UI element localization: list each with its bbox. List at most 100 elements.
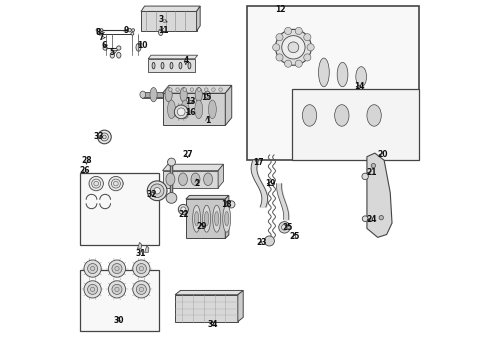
Polygon shape [145, 246, 149, 252]
Ellipse shape [195, 212, 199, 226]
Bar [292, 89, 419, 160]
Ellipse shape [154, 188, 160, 194]
Polygon shape [186, 199, 225, 238]
Ellipse shape [188, 62, 191, 69]
Text: 12: 12 [275, 5, 286, 14]
Ellipse shape [131, 32, 134, 35]
Ellipse shape [337, 62, 348, 87]
Ellipse shape [335, 105, 349, 126]
Ellipse shape [219, 88, 222, 91]
Ellipse shape [166, 193, 177, 203]
Text: 1: 1 [205, 116, 210, 125]
Ellipse shape [307, 44, 314, 51]
Ellipse shape [84, 281, 101, 298]
Ellipse shape [168, 100, 175, 119]
Polygon shape [225, 195, 229, 238]
Ellipse shape [159, 29, 163, 36]
Ellipse shape [276, 33, 283, 41]
Polygon shape [367, 153, 392, 237]
Ellipse shape [204, 91, 210, 98]
Polygon shape [163, 93, 225, 126]
Text: 27: 27 [182, 150, 193, 159]
Text: 30: 30 [114, 316, 124, 325]
Text: 25: 25 [283, 223, 293, 232]
Ellipse shape [204, 212, 209, 226]
Polygon shape [238, 291, 243, 321]
Ellipse shape [100, 29, 103, 32]
Ellipse shape [228, 201, 235, 208]
Polygon shape [196, 6, 200, 31]
Ellipse shape [133, 281, 150, 298]
Ellipse shape [190, 88, 194, 91]
Ellipse shape [302, 105, 317, 126]
Ellipse shape [362, 216, 368, 222]
Ellipse shape [282, 225, 287, 230]
Polygon shape [163, 85, 232, 93]
Ellipse shape [208, 100, 216, 119]
Polygon shape [141, 6, 200, 12]
Polygon shape [148, 59, 195, 72]
Text: 19: 19 [266, 179, 276, 188]
Ellipse shape [136, 284, 147, 294]
Ellipse shape [133, 260, 150, 277]
Ellipse shape [275, 30, 311, 65]
Ellipse shape [174, 105, 188, 119]
Text: 14: 14 [354, 82, 365, 91]
Ellipse shape [197, 88, 201, 91]
Text: 10: 10 [137, 41, 147, 50]
Ellipse shape [179, 62, 182, 69]
Ellipse shape [114, 181, 118, 186]
Polygon shape [163, 171, 218, 188]
Polygon shape [186, 195, 229, 199]
Ellipse shape [304, 33, 311, 41]
Ellipse shape [191, 173, 200, 185]
Ellipse shape [285, 60, 292, 67]
Polygon shape [137, 242, 142, 249]
Text: 7: 7 [99, 33, 105, 42]
Ellipse shape [139, 266, 144, 271]
Ellipse shape [88, 284, 98, 294]
Text: 21: 21 [366, 168, 376, 177]
Ellipse shape [181, 207, 186, 212]
Ellipse shape [279, 222, 290, 233]
Ellipse shape [176, 88, 179, 91]
Text: 18: 18 [221, 200, 232, 209]
Polygon shape [148, 55, 197, 59]
Ellipse shape [276, 54, 283, 61]
Text: 26: 26 [79, 166, 90, 175]
Text: 28: 28 [81, 156, 92, 165]
Ellipse shape [98, 32, 101, 35]
Text: 29: 29 [196, 222, 206, 231]
Text: 25: 25 [289, 232, 300, 241]
Ellipse shape [108, 281, 125, 298]
Text: 24: 24 [366, 215, 376, 224]
Text: 5: 5 [110, 48, 118, 57]
Ellipse shape [203, 205, 211, 232]
Text: 31: 31 [136, 249, 146, 258]
Ellipse shape [128, 28, 131, 32]
Text: 4: 4 [183, 57, 189, 66]
Ellipse shape [362, 173, 368, 180]
Ellipse shape [91, 287, 95, 292]
Text: 20: 20 [378, 150, 388, 159]
Ellipse shape [195, 100, 203, 119]
Ellipse shape [183, 88, 187, 91]
Ellipse shape [132, 29, 135, 32]
Text: 13: 13 [185, 97, 196, 106]
Ellipse shape [367, 105, 381, 126]
Text: 15: 15 [201, 93, 212, 102]
Ellipse shape [282, 36, 305, 59]
Ellipse shape [115, 266, 119, 271]
Ellipse shape [356, 67, 367, 87]
Ellipse shape [103, 46, 107, 50]
Ellipse shape [136, 43, 141, 51]
Ellipse shape [204, 88, 208, 91]
Text: 2: 2 [194, 179, 199, 188]
Ellipse shape [152, 62, 155, 69]
Ellipse shape [88, 264, 98, 274]
Text: 11: 11 [158, 26, 169, 35]
Ellipse shape [288, 42, 299, 53]
Ellipse shape [112, 284, 122, 294]
Polygon shape [175, 295, 238, 321]
Ellipse shape [170, 62, 173, 69]
